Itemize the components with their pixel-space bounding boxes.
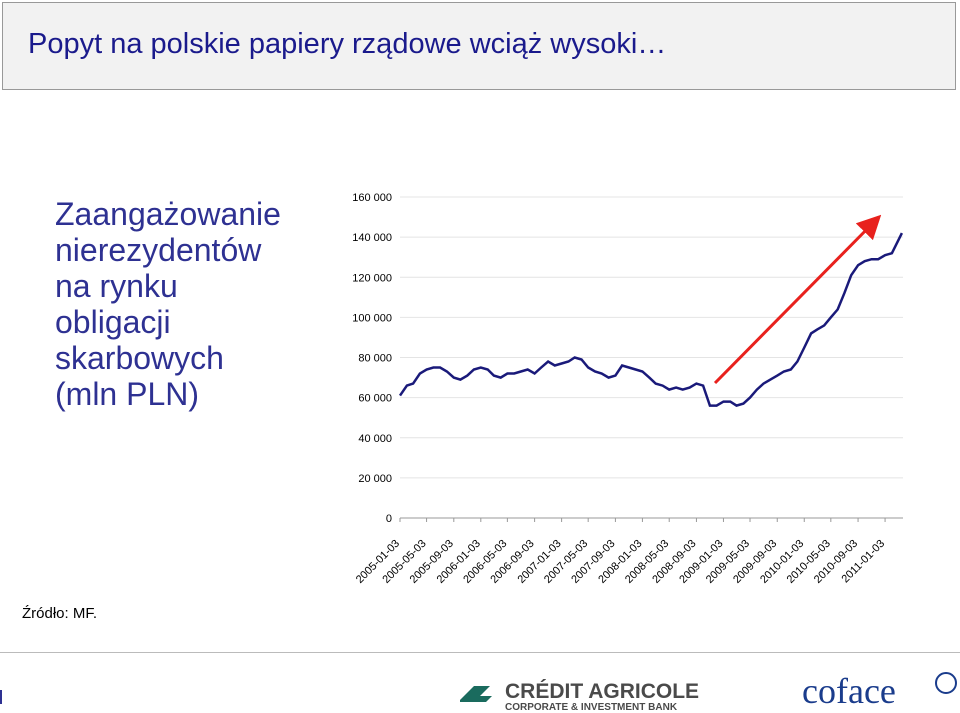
chart-description: Zaangażowanie nierezydentów na rynku obl… (55, 196, 281, 412)
title-bar (2, 2, 956, 90)
slide-title: Popyt na polskie papiery rządowe wciąż w… (28, 28, 667, 60)
trend-arrow (713, 214, 882, 385)
brand-sub: CORPORATE & INVESTMENT BANK (505, 702, 678, 713)
y-tick-label: 140 000 (352, 232, 392, 244)
y-tick-label: 160 000 (352, 192, 392, 204)
desc-line: (mln PLN) (55, 376, 200, 412)
footer-mark (0, 690, 2, 704)
desc-line: obligacji (55, 304, 171, 340)
footer-divider (0, 652, 960, 653)
y-tick-label: 120 000 (352, 272, 392, 284)
brand-main: CRÉDIT AGRICOLE (505, 680, 699, 703)
y-tick-label: 100 000 (352, 312, 392, 324)
desc-line: Zaangażowanie (55, 196, 281, 232)
source: Źródło: MF. (22, 605, 98, 622)
desc-line: na rynku (55, 268, 178, 304)
data-line (398, 232, 904, 407)
ca-logo-icon (460, 686, 492, 702)
desc-line: nierezydentów (55, 232, 262, 268)
coface-icon (935, 672, 957, 694)
y-tick-label: 80 000 (358, 353, 392, 365)
brand-coface: coface (802, 671, 896, 711)
y-tick-label: 0 (386, 513, 392, 525)
y-tick-label: 40 000 (358, 433, 392, 445)
y-tick-label: 20 000 (358, 473, 392, 485)
desc-line: skarbowych (55, 340, 224, 376)
y-tick-label: 60 000 (358, 393, 392, 405)
